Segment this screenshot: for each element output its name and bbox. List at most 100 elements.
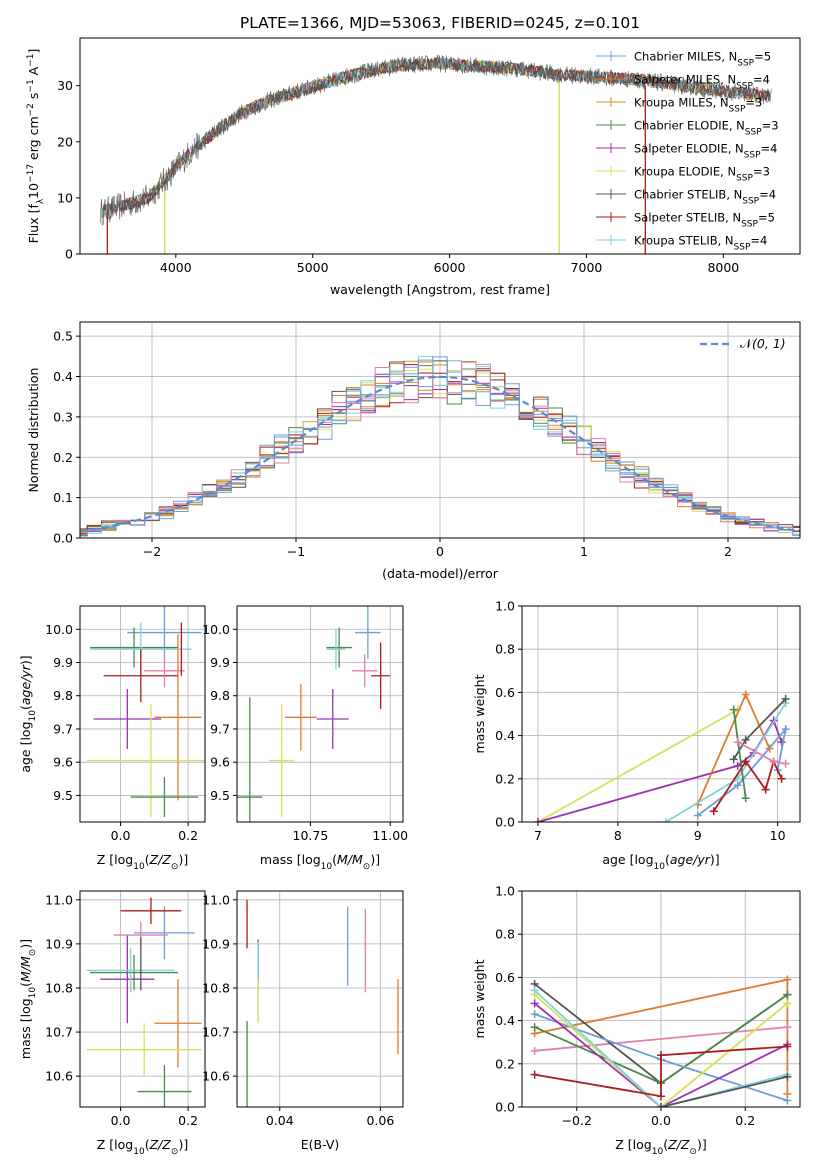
- y-tick-label: 0.4: [53, 369, 73, 384]
- y-tick-label: 10.7: [202, 1025, 230, 1040]
- label-part: s: [26, 93, 41, 104]
- label-part: (: [18, 982, 33, 987]
- y-tick-label: 1.0: [495, 599, 515, 614]
- x-tick-label: 10.75: [293, 828, 329, 843]
- x-tick-label: 9: [694, 828, 702, 843]
- series-marker: [741, 794, 750, 803]
- label-part: SSP: [745, 128, 762, 138]
- label-part: 10: [28, 710, 38, 722]
- plot-area: [86, 897, 202, 1107]
- y-tick-label: 9.8: [53, 688, 73, 703]
- label-part: (0, 1): [752, 336, 786, 351]
- x-tick-label: 5000: [297, 260, 329, 275]
- x-axis-label: wavelength [Angstrom, rest frame]: [330, 282, 550, 297]
- gaussian-curve: [80, 375, 800, 532]
- plot-area: [100, 54, 772, 254]
- label-part: (: [18, 705, 33, 710]
- x-tick-label: 10: [770, 828, 786, 843]
- series-line-stelib_salpeter: [534, 1045, 788, 1098]
- x-axis-label: Z [log10(Z/Z⊙)]: [615, 1137, 706, 1157]
- y-tick-label: 9.9: [53, 655, 73, 670]
- label-part: Z [log: [97, 852, 133, 867]
- series-line-elodie_kroupa: [537, 708, 739, 822]
- series-marker: [741, 690, 750, 699]
- label-part: mass [log: [260, 852, 321, 867]
- label-part: age/yr: [670, 852, 711, 867]
- y-tick-label: 0.3: [53, 409, 73, 424]
- legend-label: Kroupa MILES, NSSP=3: [634, 96, 762, 115]
- histogram-pink: [80, 361, 800, 533]
- y-tick-label: 0.2: [53, 450, 73, 465]
- y-tick-label: 10.6: [202, 1069, 230, 1084]
- label-part: M/M: [18, 956, 33, 982]
- y-tick-label: 11.0: [45, 892, 73, 907]
- x-axis-label: Z [log10(Z/Z⊙)]: [97, 852, 188, 872]
- series-marker: [530, 1023, 539, 1032]
- label-part: ⊙: [28, 949, 38, 957]
- series-marker: [530, 999, 539, 1008]
- series-marker: [530, 1010, 539, 1019]
- label-part: )]: [697, 1137, 707, 1152]
- label-part: =3: [753, 165, 770, 179]
- label-part: 10: [654, 862, 666, 872]
- label-part: Z/Z: [149, 1137, 172, 1152]
- series-marker: [761, 785, 770, 794]
- y-tick-label: 10.9: [45, 936, 73, 951]
- y-tick-label: 0.0: [53, 531, 73, 546]
- axes-frame: [79, 605, 206, 823]
- series-marker: [741, 735, 750, 744]
- y-tick-label: 10.0: [45, 622, 73, 637]
- y-tick-label: 10.0: [202, 622, 230, 637]
- label-part: Z/Z: [149, 852, 172, 867]
- y-tick-label: 0: [65, 247, 73, 262]
- legend-label: Salpeter STELIB, NSSP=5: [634, 211, 775, 230]
- series-marker: [729, 755, 738, 764]
- y-tick-label: 0.4: [495, 1013, 515, 1028]
- legend-label: 𝒩(0, 1): [740, 336, 786, 351]
- y-tick-label: 9.6: [210, 755, 230, 770]
- series-line-elodie_chabrier: [732, 709, 747, 799]
- y-tick-label: 9.7: [210, 721, 230, 736]
- series-marker: [709, 807, 718, 816]
- x-tick-label: 0: [436, 544, 444, 559]
- y-tick-label: 9.7: [53, 721, 73, 736]
- legend: 𝒩(0, 1): [700, 336, 786, 351]
- legend-label: Chabrier STELIB, NSSP=4: [634, 188, 776, 207]
- x-tick-label: 0.0: [111, 1113, 131, 1128]
- weight-vs-z-panel: −0.2 0.0 0.2 0.0 0.2 0.4 0.6 0.8 1.0 Z [log10(Z/Z…: [472, 884, 801, 1157]
- y-tick-label: 9.9: [210, 655, 230, 670]
- legend-label: Salpeter MILES, NSSP=4: [634, 73, 770, 92]
- legend-label: Chabrier ELODIE, NSSP=3: [634, 119, 779, 138]
- series-marker: [657, 1103, 665, 1107]
- x-axis-label: E(B-V): [301, 1137, 340, 1152]
- y-tick-label: 0.8: [495, 642, 515, 657]
- label-part: )]: [18, 655, 33, 665]
- y-tick-label: 0.5: [53, 329, 73, 344]
- series-line-elodie_salpeter: [534, 1002, 788, 1107]
- label-part: λ: [36, 198, 46, 204]
- series-marker: [530, 1046, 539, 1055]
- series-marker: [661, 818, 670, 822]
- label-part: age [log: [602, 852, 653, 867]
- x-tick-label: 0.04: [266, 1113, 294, 1128]
- series-marker: [733, 738, 742, 747]
- label-part: ]: [26, 49, 41, 54]
- label-part: Salpeter STELIB, N: [634, 211, 741, 225]
- label-part: 𝒩: [740, 336, 755, 351]
- plot-area: [237, 606, 391, 822]
- label-part: SSP: [734, 243, 751, 253]
- y-tick-label: 0.0: [495, 1100, 515, 1115]
- x-tick-label: 2: [724, 544, 732, 559]
- label-part: −1: [26, 54, 36, 67]
- x-tick-label: 0.2: [178, 1113, 198, 1128]
- label-part: SSP: [736, 174, 753, 184]
- label-part: Z [log: [97, 1137, 133, 1152]
- age-vs-z-panel: 0.0 0.29.59.69.79.89.910.0Z [log10(Z/Z⊙)]…: [18, 605, 206, 872]
- label-part: 10: [133, 1147, 145, 1157]
- x-tick-label: 8000: [707, 260, 739, 275]
- x-tick-label: 1: [580, 544, 588, 559]
- histogram-panel: −2 −1 0 1 2 0.0 0.1 0.2 0.3 0.4 0.5 (data-model)/er…: [26, 321, 801, 581]
- label-part: SSP: [742, 197, 759, 207]
- x-axis-label: mass [log10(M/M⊙)]: [260, 852, 380, 872]
